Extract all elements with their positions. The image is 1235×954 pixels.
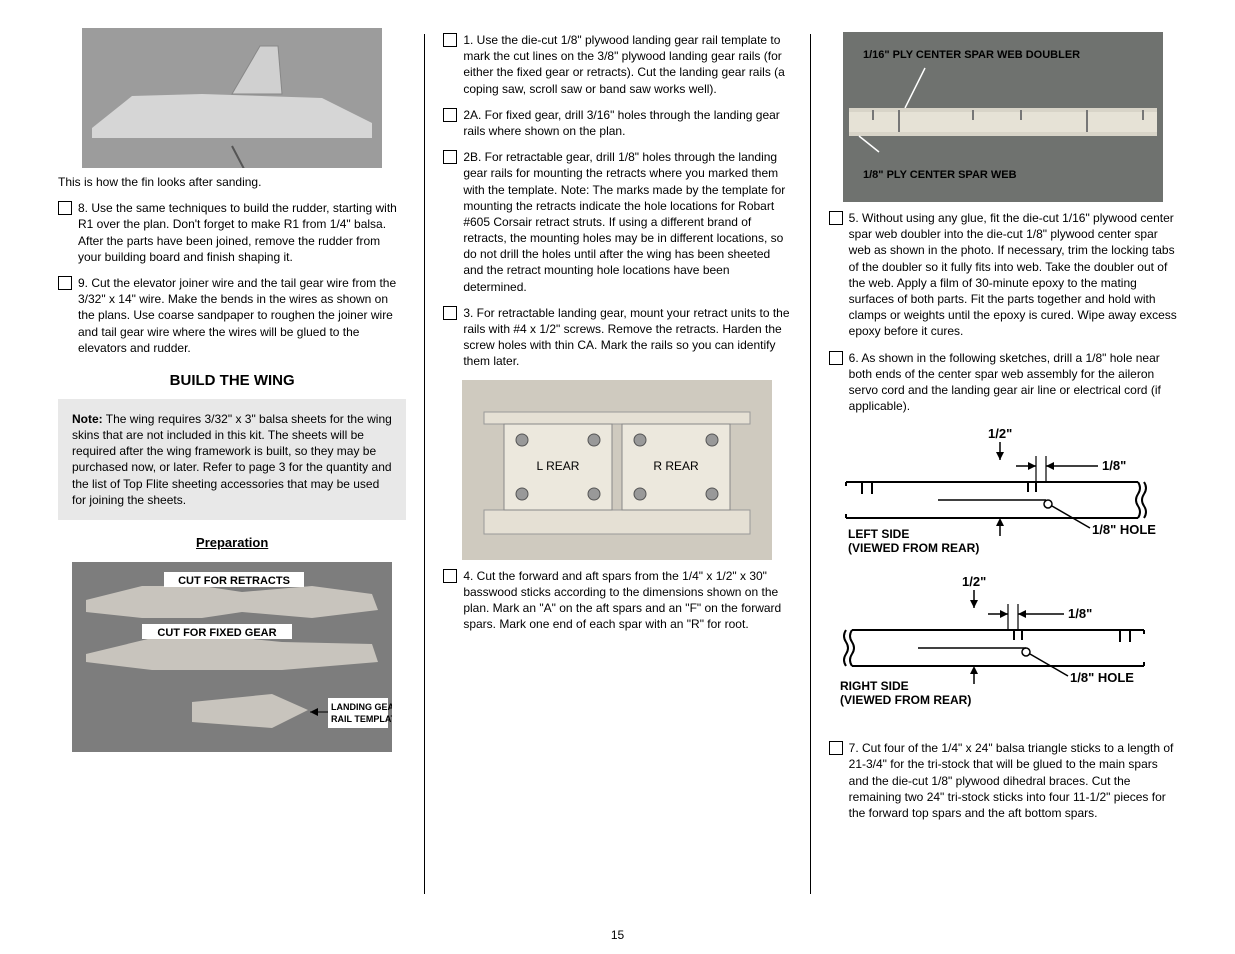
step-4-text: 4. Cut the forward and aft spars from th… [463,568,791,633]
dim-half: 1/2" [988,426,1012,441]
page: This is how the fin looks after sanding.… [0,0,1235,900]
fixed-label: CUT FOR FIXED GEAR [158,627,277,639]
note-label: Note: [72,412,103,426]
step-3: 3. For retractable landing gear, mount y… [443,305,791,370]
step-4: 4. Cut the forward and aft spars from th… [443,568,791,633]
gear-rail-photo: CUT FOR RETRACTS CUT FOR FIXED GEAR LAND… [72,562,392,752]
column-left: This is how the fin looks after sanding.… [40,28,424,890]
hole-label-r: 1/8" HOLE [1070,670,1134,685]
template-label-2: RAIL TEMPLATE [331,714,392,724]
step-7: 7. Cut four of the 1/4" x 24" balsa tria… [829,740,1177,821]
spar-doubler-label: 1/16" PLY CENTER SPAR WEB DOUBLER [863,49,1080,61]
step-3-text: 3. For retractable landing gear, mount y… [463,305,791,370]
right-side-label1: RIGHT SIDE [840,679,909,693]
checkbox-icon [443,108,457,122]
photo-label-left: L REAR [537,459,580,473]
fin-photo [82,28,382,168]
checkbox-icon [829,741,843,755]
step-1-text: 1. Use the die-cut 1/8" plywood landing … [463,32,791,97]
checkbox-icon [443,306,457,320]
step-7-text: 7. Cut four of the 1/4" x 24" balsa tria… [849,740,1177,821]
step-8-text: 8. Use the same techniques to build the … [78,200,406,265]
hole-label: 1/8" HOLE [1092,522,1156,537]
dim-eighth: 1/8" [1102,458,1126,473]
note-body: The wing requires 3/32" x 3" balsa sheet… [72,412,392,507]
retract-rails-photo: L REAR R REAR [462,380,772,560]
fin-caption: This is how the fin looks after sanding. [58,174,406,190]
template-label-1: LANDING GEAR [331,702,392,712]
column-middle: 1. Use the die-cut 1/8" plywood landing … [425,28,809,890]
left-side-label2: (VIEWED FROM REAR) [848,541,979,555]
checkbox-icon [829,351,843,365]
checkbox-icon [443,33,457,47]
dim-half-r: 1/2" [962,574,986,589]
section-title-build-wing: BUILD THE WING [58,372,406,389]
step-9-text: 9. Cut the elevator joiner wire and the … [78,275,406,356]
step-5: 5. Without using any glue, fit the die-c… [829,210,1177,340]
step-2a-text: 2A. For fixed gear, drill 3/16" holes th… [463,107,791,139]
right-side-label2: (VIEWED FROM REAR) [840,693,971,707]
step-2a: 2A. For fixed gear, drill 3/16" holes th… [443,107,791,139]
photo-label-right: R REAR [654,459,700,473]
left-side-label1: LEFT SIDE [848,527,909,541]
step-6: 6. As shown in the following sketches, d… [829,350,1177,415]
checkbox-icon [443,150,457,164]
subtitle-preparation: Preparation [58,534,406,552]
checkbox-icon [443,569,457,583]
retracts-label: CUT FOR RETRACTS [178,575,290,587]
step-5-text: 5. Without using any glue, fit the die-c… [849,210,1177,340]
checkbox-icon [58,201,72,215]
step-9: 9. Cut the elevator joiner wire and the … [58,275,406,356]
checkbox-icon [58,276,72,290]
step-2b-text: 2B. For retractable gear, drill 1/8" hol… [463,149,791,295]
spar-web-photo: 1/16" PLY CENTER SPAR WEB DOUBLER 1/8" P… [843,32,1163,202]
step-8: 8. Use the same techniques to build the … [58,200,406,265]
hole-diagram: 1/2" 1/8" [838,424,1168,734]
checkbox-icon [829,211,843,225]
page-number: 15 [0,928,1235,942]
dim-eighth-r: 1/8" [1068,606,1092,621]
step-2b: 2B. For retractable gear, drill 1/8" hol… [443,149,791,295]
spar-web-label: 1/8" PLY CENTER SPAR WEB [863,169,1017,181]
note-box: Note: The wing requires 3/32" x 3" balsa… [58,399,406,520]
column-right: 1/16" PLY CENTER SPAR WEB DOUBLER 1/8" P… [811,28,1195,890]
step-6-text: 6. As shown in the following sketches, d… [849,350,1177,415]
step-1: 1. Use the die-cut 1/8" plywood landing … [443,32,791,97]
